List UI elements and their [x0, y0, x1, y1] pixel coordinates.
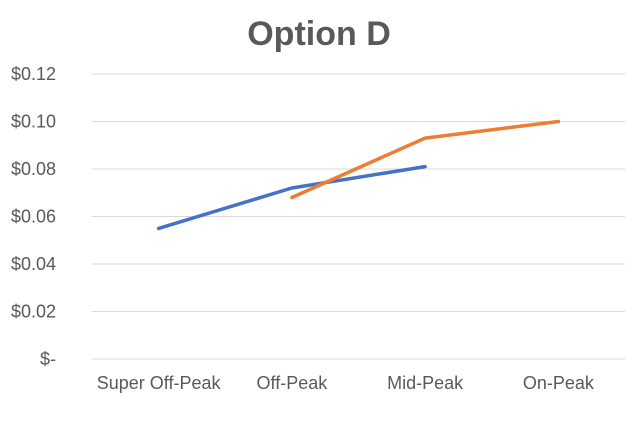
series-line-1 [156, 164, 427, 231]
x-tick-label: Mid-Peak [387, 373, 464, 393]
y-tick-label: $0.06 [11, 207, 56, 227]
x-tick-label: Off-Peak [257, 373, 329, 393]
y-tick-label: $- [40, 349, 56, 369]
series-lines [156, 119, 561, 231]
y-axis-ticks: $- $0.02 $0.04 $0.06 $0.08 $0.10 $0.12 [11, 64, 56, 369]
x-tick-label: On-Peak [523, 373, 595, 393]
series-line-2 [290, 119, 561, 200]
x-axis-ticks: Super Off-Peak Off-Peak Mid-Peak On-Peak [97, 373, 595, 393]
y-tick-label: $0.02 [11, 302, 56, 322]
y-tick-label: $0.04 [11, 254, 56, 274]
gridlines [92, 73, 625, 360]
y-tick-label: $0.12 [11, 64, 56, 84]
chart-title: Option D [247, 15, 391, 53]
y-tick-label: $0.10 [11, 112, 56, 132]
y-tick-label: $0.08 [11, 159, 56, 179]
x-tick-label: Super Off-Peak [97, 373, 222, 393]
